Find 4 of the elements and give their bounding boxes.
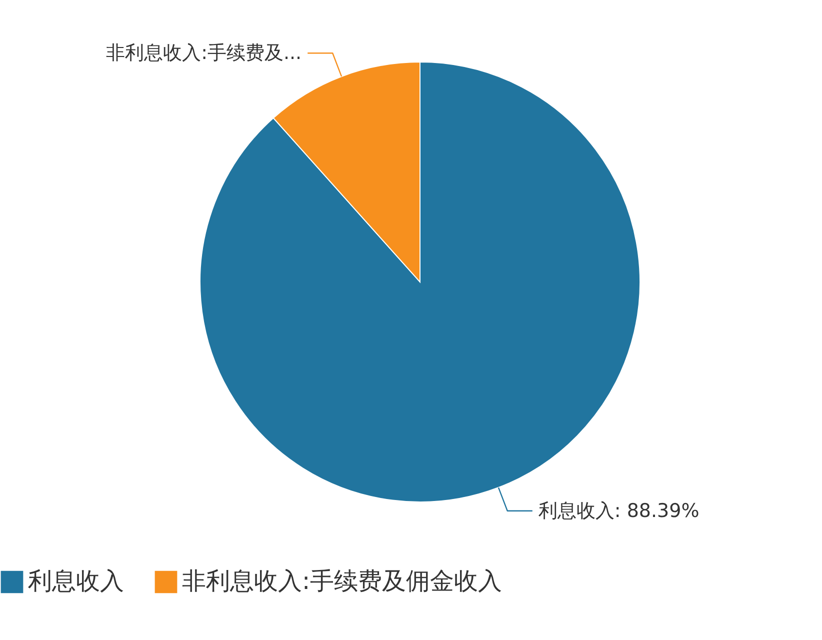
data-label: 利息收入: 88.39% (538, 500, 700, 522)
legend-label: 利息收入 (28, 567, 124, 595)
data-label: 非利息收入:手续费及... (106, 42, 302, 64)
legend-label: 非利息收入:手续费及佣金收入 (182, 567, 502, 595)
